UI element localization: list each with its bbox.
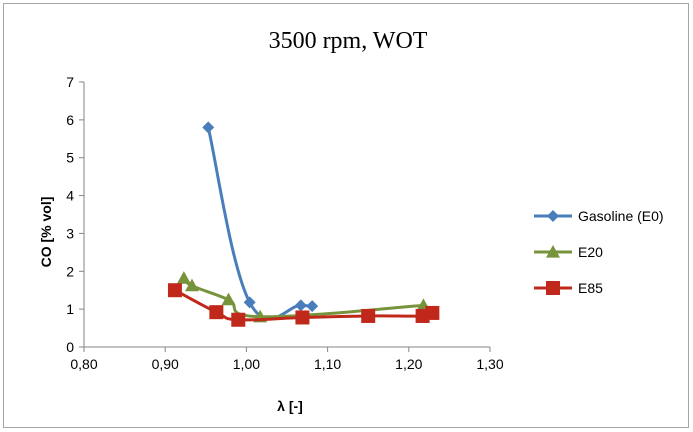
data-point [425, 305, 440, 320]
legend: Gasoline (E0) E20 E85 [534, 208, 664, 296]
data-point [167, 283, 182, 298]
x-axis-label: λ [-] [277, 398, 303, 414]
data-point [184, 278, 199, 292]
legend-entry: E20 [534, 244, 603, 260]
legend-marker [546, 281, 560, 295]
y-tick-label: 7 [66, 74, 74, 90]
x-tick-label: 1,10 [314, 356, 341, 372]
legend-label: E20 [578, 244, 603, 260]
x-tick-label: 1,00 [233, 356, 260, 372]
y-tick-label: 6 [66, 112, 74, 128]
data-point [176, 271, 191, 284]
y-tick-label: 4 [66, 188, 74, 204]
legend-entry: Gasoline (E0) [534, 208, 664, 224]
data-point [294, 299, 307, 312]
legend-entry: E85 [534, 280, 603, 296]
data-point [243, 296, 256, 309]
data-point [306, 300, 319, 313]
x-tick-label: 0,80 [70, 356, 97, 372]
chart-svg: 3500 rpm, WOT CO [% vol] λ [-] 012345670… [38, 28, 664, 414]
x-tick-label: 1,20 [395, 356, 422, 372]
y-axis-label: CO [% vol] [38, 197, 54, 268]
data-point [209, 305, 224, 320]
series-line [206, 127, 313, 321]
x-tick-label: 1,30 [476, 356, 503, 372]
y-tick-label: 3 [66, 225, 74, 241]
data-point [295, 310, 310, 325]
legend-label: E85 [578, 280, 603, 296]
plot-series [167, 121, 440, 327]
legend-label: Gasoline (E0) [578, 208, 664, 224]
data-point [361, 308, 376, 323]
x-tick-label: 0,90 [152, 356, 179, 372]
y-tick-label: 2 [66, 263, 74, 279]
legend-marker [546, 245, 560, 258]
series-square [167, 283, 440, 327]
data-point [231, 312, 246, 327]
data-point [202, 121, 215, 134]
chart-title: 3500 rpm, WOT [269, 28, 428, 54]
data-point [221, 292, 236, 306]
legend-marker [547, 210, 559, 222]
y-tick-label: 5 [66, 150, 74, 166]
y-tick-label: 0 [66, 339, 74, 355]
axes: 0 1 2 3 4 5 6 7 0,80 0,90 1,00 1,10 1,20 1,30 [66, 74, 504, 372]
y-tick-label: 1 [66, 301, 74, 317]
series-diamond [202, 121, 319, 321]
